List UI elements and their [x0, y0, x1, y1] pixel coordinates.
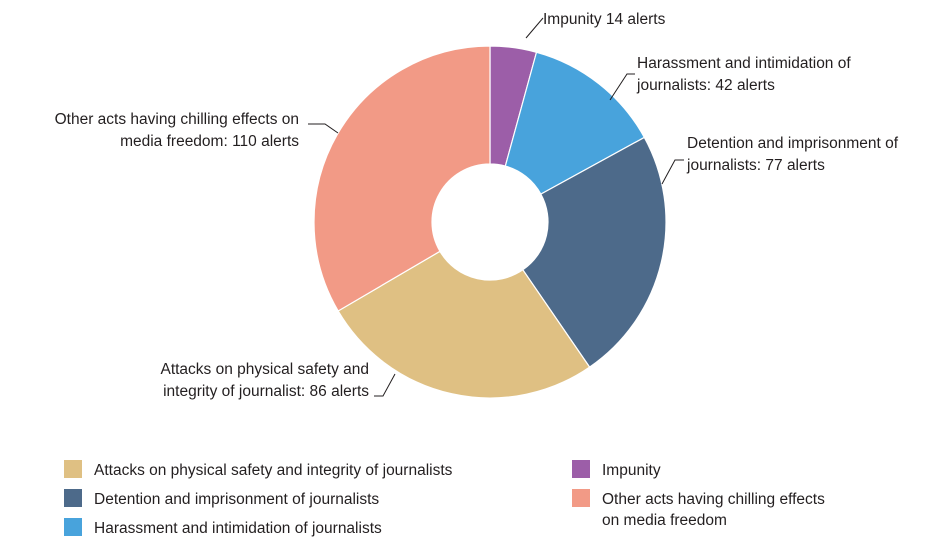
legend-label-line: on media freedom	[602, 512, 727, 529]
slice-label-line: Other acts having chilling effects on	[55, 111, 299, 128]
legend-swatch	[64, 460, 82, 478]
leader-line-other	[308, 123, 339, 134]
leader-line-attacks	[374, 373, 396, 397]
legend-label-line: Impunity	[602, 462, 661, 479]
legend-item-attacks: Attacks on physical safety and integrity…	[64, 460, 453, 479]
legend-label-line: Attacks on physical safety and integrity…	[94, 462, 453, 479]
legend-swatch	[64, 518, 82, 536]
slice-other	[313, 45, 491, 312]
donut-slices	[313, 45, 667, 399]
legend-swatch	[64, 489, 82, 507]
slice-label-line: journalists: 42 alerts	[636, 77, 775, 94]
leader-line-detention	[661, 159, 684, 185]
legend-item-other: Other acts having chilling effects on med…	[572, 489, 825, 529]
slice-label-detention: Detention and imprisonment of journalists…	[686, 135, 899, 174]
slice-label-harassment: Harassment and intimidation of journalist…	[636, 55, 851, 94]
slice-label-line: Harassment and intimidation of	[637, 55, 851, 72]
slice-detention	[521, 136, 667, 368]
slice-harassment	[504, 51, 646, 195]
slice-label-line: Attacks on physical safety and	[160, 361, 369, 378]
legend-label: Harassment and intimidation of journalis…	[94, 520, 382, 537]
slice-attacks	[337, 250, 591, 399]
legend-label-line: Harassment and intimidation of journalis…	[94, 520, 382, 537]
slice-label-attacks: Attacks on physical safety and integrity …	[160, 361, 369, 400]
legend-item-harassment: Harassment and intimidation of journalis…	[64, 518, 382, 537]
slice-label-line: Impunity 14 alerts	[543, 11, 666, 28]
legend-label: Impunity	[602, 462, 661, 479]
legend-item-detention: Detention and imprisonment of journalist…	[64, 489, 379, 508]
leader-lines	[308, 17, 684, 397]
slice-labels: Impunity 14 alerts Harassment and intimid…	[55, 11, 899, 400]
slice-label-other: Other acts having chilling effects on med…	[55, 111, 300, 150]
legend-swatch	[572, 489, 590, 507]
slice-label-line: media freedom: 110 alerts	[120, 133, 299, 150]
leader-line-harassment	[609, 73, 635, 101]
legend: Attacks on physical safety and integrity…	[64, 460, 825, 537]
legend-label-line: Other acts having chilling effects	[602, 491, 825, 508]
slice-label-line: integrity of journalist: 86 alerts	[163, 383, 369, 400]
leader-line-impunity	[525, 17, 544, 39]
legend-swatch	[572, 460, 590, 478]
legend-label: Attacks on physical safety and integrity…	[94, 462, 453, 479]
legend-label: Detention and imprisonment of journalist…	[94, 491, 379, 508]
slice-label-line: journalists: 77 alerts	[686, 157, 825, 174]
legend-label-line: Detention and imprisonment of journalist…	[94, 491, 379, 508]
legend-item-impunity: Impunity	[572, 460, 661, 479]
slice-label-line: Detention and imprisonment of	[687, 135, 899, 152]
slice-label-impunity: Impunity 14 alerts	[543, 11, 666, 28]
legend-label: Other acts having chilling effects on med…	[602, 491, 825, 529]
